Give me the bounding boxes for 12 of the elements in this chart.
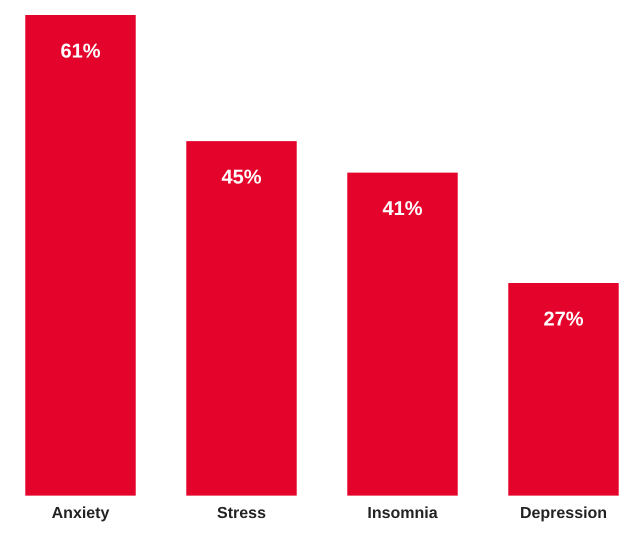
bar [508, 282, 619, 496]
data-label: 27% [543, 308, 584, 331]
x-tick-label: Stress [217, 504, 266, 522]
x-tick-label: Insomnia [367, 504, 438, 522]
data-label: 61% [60, 40, 101, 63]
x-tick-label: Depression [520, 504, 608, 522]
x-tick-label: Anxiety [52, 504, 110, 522]
data-label: 41% [382, 198, 423, 220]
data-label: 45% [221, 166, 262, 189]
bar [347, 172, 458, 496]
bar [186, 141, 297, 496]
bar [25, 15, 136, 496]
